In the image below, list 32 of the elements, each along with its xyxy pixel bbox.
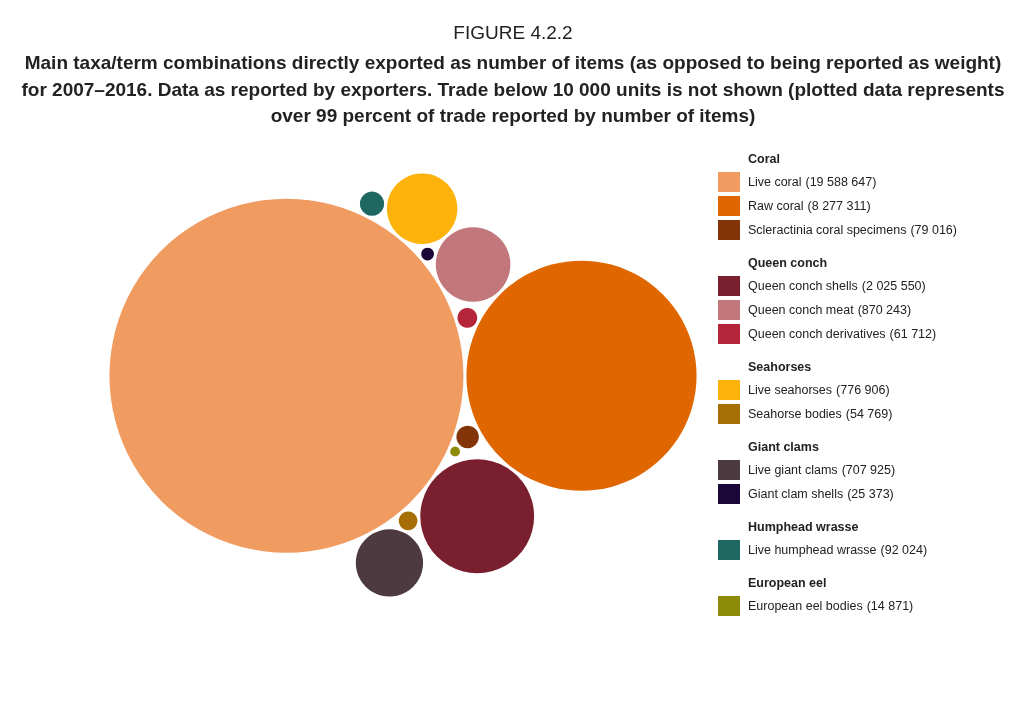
text: Coral	[748, 151, 781, 166]
data-label: (870 243)	[857, 302, 912, 317]
data-label: (79 016)	[910, 222, 957, 237]
text: Giant clams	[748, 439, 820, 454]
text: FIGURE 4.2.2	[452, 22, 574, 44]
data-label: (14 871)	[866, 598, 914, 613]
data-label: (8 277 311)	[807, 198, 871, 213]
category-label: Live seahorses	[748, 382, 833, 397]
data-label: (54 769)	[845, 406, 893, 421]
category-label: European eel bodies	[748, 598, 863, 613]
data-label: (61 712)	[889, 326, 937, 341]
data-label: (19 588 647)	[805, 174, 877, 189]
data-label: (2 025 550)	[861, 278, 926, 293]
text: Humphead wrasse	[748, 519, 860, 534]
category-label: Live coral	[748, 174, 802, 189]
category-label: Seahorse bodies	[748, 406, 842, 421]
text: Seahorses	[748, 359, 813, 374]
data-label: (707 925)	[841, 462, 896, 477]
text: Main taxa/term combinations directly exported as number of items (as opposed to being reported as weight) for 2007–2016. Data as reported by exporters. Trade below 10 000 units is not shown (plotted data represents over 99 percent of trade reported by number of items)	[20, 51, 1006, 129]
data-label: (776 906)	[836, 382, 890, 397]
category-label: Live giant clams	[748, 462, 838, 477]
text: European eel	[748, 575, 828, 590]
category-label: Scleractinia coral specimens	[748, 222, 907, 237]
category-label: Queen conch derivatives	[748, 326, 886, 341]
category-label: Queen conch shells	[748, 278, 858, 293]
category-label: Live humphead wrasse	[748, 542, 877, 557]
category-label: Raw coral	[748, 198, 804, 213]
data-label: (25 373)	[847, 486, 894, 501]
data-label: (92 024)	[880, 542, 928, 557]
text: Queen conch	[748, 255, 829, 270]
category-label: Queen conch meat	[748, 302, 854, 317]
category-label: Giant clam shells	[748, 486, 844, 501]
